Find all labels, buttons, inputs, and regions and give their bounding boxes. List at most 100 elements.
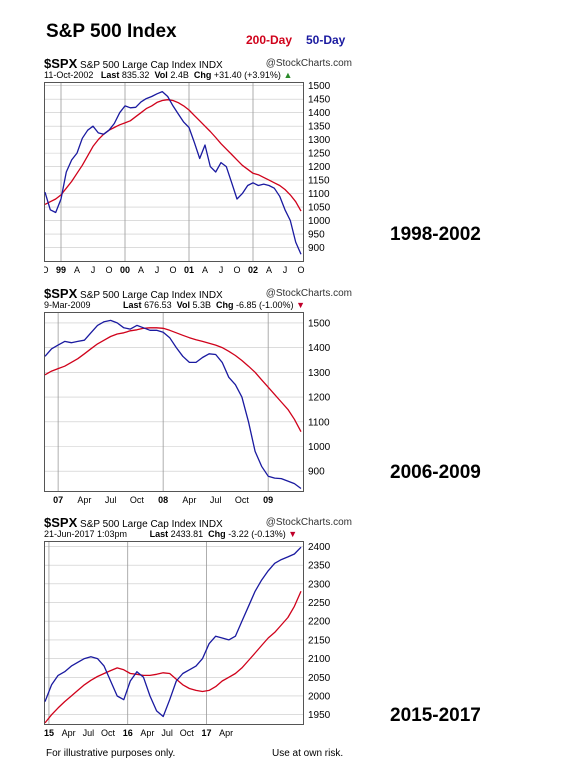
price-chart-1998-2002: 900 950 1000 1050 1100 1150 1200 1250 1300 1350 14…	[44, 82, 331, 275]
series-line-50-day	[44, 90, 302, 255]
plot-frame	[44, 82, 304, 262]
x-tick-label: J	[283, 265, 288, 275]
last-label: Last	[123, 300, 142, 310]
x-tick-label: J	[91, 265, 96, 275]
x-tick-label: Apr	[62, 728, 76, 738]
y-tick-label: 1150	[308, 176, 330, 187]
y-tick-label: 1250	[308, 149, 331, 160]
vol-label: Vol	[176, 300, 190, 310]
exchange: INDX	[198, 60, 223, 71]
chg-value: -6.85 (-1.00%)	[236, 300, 294, 310]
x-tick-label: 01	[184, 265, 194, 275]
x-tick-label: Apr	[219, 728, 233, 738]
y-tick-label: 2150	[308, 635, 331, 646]
y-tick-label: 1350	[308, 122, 331, 133]
x-tick-label: 17	[201, 728, 211, 738]
x-tick-label: O	[105, 265, 112, 275]
y-tick-label: 2200	[308, 617, 331, 628]
plot-frame	[44, 541, 304, 725]
series-line-200-day	[44, 99, 302, 212]
vol-value: 2.4B	[170, 70, 189, 80]
x-tick-label: Jul	[210, 495, 222, 505]
range-label-1998-2002: 1998-2002	[390, 224, 481, 245]
source-label: @StockCharts.com	[265, 58, 352, 69]
y-tick-label: 1200	[308, 162, 331, 173]
y-tick-label: 2100	[308, 654, 331, 665]
legend-200-day: 200-Day	[246, 33, 293, 47]
x-tick-label: Jul	[83, 728, 95, 738]
last-label: Last	[149, 529, 169, 539]
chg-label: Chg	[193, 70, 212, 80]
source-label: @StockCharts.com	[265, 288, 352, 299]
last-label: Last	[100, 70, 120, 80]
x-tick-label: O	[297, 265, 304, 275]
quote-date: 11-Oct-2002	[44, 70, 94, 80]
y-tick-label: 2000	[308, 691, 331, 702]
y-tick-label: 1200	[308, 393, 331, 404]
panel-header: $SPX S&P 500 Large Cap Index INDX @Stock…	[44, 56, 352, 71]
x-tick-label: Oct	[130, 495, 145, 505]
y-tick-label: 950	[308, 230, 325, 241]
index-name: S&P 500 Large Cap Index	[80, 290, 197, 301]
index-name: S&P 500 Large Cap Index	[80, 519, 197, 530]
x-tick-label: 07	[53, 495, 63, 505]
change-down-icon: ▼	[296, 300, 305, 310]
y-tick-label: 2050	[308, 673, 331, 684]
x-tick-label: Apr	[140, 728, 154, 738]
y-tick-label: 1300	[308, 135, 331, 146]
x-tick-label: 99	[56, 265, 66, 275]
y-tick-label: 1300	[308, 368, 331, 379]
chg-value: -3.22 (-0.13%)	[228, 529, 286, 539]
exchange: INDX	[198, 290, 223, 301]
x-tick-label: A	[138, 265, 144, 275]
change-up-icon: ▲	[283, 70, 293, 80]
y-tick-label: 2250	[308, 598, 331, 609]
price-chart-2015-2017: 1950 2000 2050 2100 2150 2200 2250 2300 2350 2400…	[44, 541, 331, 738]
x-tick-label: A	[74, 265, 80, 275]
chart-panel-2015-2017: $SPX S&P 500 Large Cap Index INDX @Stock…	[44, 515, 352, 741]
y-tick-label: 1500	[308, 82, 331, 92]
x-tick-label: O	[233, 265, 240, 275]
x-tick-label: A	[266, 265, 272, 275]
last-value: 835.32	[121, 70, 150, 80]
x-tick-label: 02	[248, 265, 258, 275]
x-tick-label: Apr	[182, 495, 196, 505]
quote-date: 9-Mar-2009	[44, 300, 91, 310]
y-tick-label: 1100	[308, 417, 330, 428]
footer-disclaimer: For illustrative purposes only.	[46, 748, 176, 759]
x-tick-label: Jul	[105, 495, 117, 505]
y-tick-label: 900	[308, 467, 325, 478]
index-name: S&P 500 Large Cap Index	[80, 60, 197, 71]
y-tick-label: 2350	[308, 561, 331, 572]
x-tick-label: Oct	[235, 495, 250, 505]
range-label-2006-2009: 2006-2009	[390, 462, 481, 483]
x-tick-label: J	[219, 265, 224, 275]
x-tick-label: Jul	[161, 728, 173, 738]
y-tick-label: 1000	[308, 442, 331, 453]
chg-label: Chg	[208, 529, 226, 539]
x-tick-label: Oct	[101, 728, 116, 738]
last-value: 2433.81	[170, 529, 204, 539]
legend-50-day: 50-Day	[306, 33, 346, 47]
panel-header: $SPX S&P 500 Large Cap Index INDX @Stock…	[44, 286, 352, 301]
y-tick-label: 900	[308, 243, 325, 254]
x-tick-label: 16	[123, 728, 133, 738]
exchange: INDX	[198, 519, 223, 530]
y-tick-label: 1500	[308, 318, 331, 329]
x-tick-label: O	[169, 265, 176, 275]
quote-date: 21-Jun-2017 1:03pm	[44, 529, 128, 539]
y-tick-label: 1100	[308, 189, 330, 200]
series-line-200-day	[44, 327, 302, 433]
y-tick-label: 1400	[308, 108, 331, 119]
x-tick-label: J	[155, 265, 160, 275]
x-tick-label: Apr	[77, 495, 91, 505]
x-tick-label: 15	[44, 728, 54, 738]
y-tick-label: 1000	[308, 216, 331, 227]
chg-label: Chg	[216, 300, 234, 310]
x-tick-label: 09	[263, 495, 273, 505]
panel-stats: 11-Oct-2002 Last 835.32 Vol 2.4B Chg +31…	[44, 70, 352, 82]
plot-frame	[44, 312, 304, 492]
y-tick-label: 2400	[308, 542, 331, 553]
y-tick-label: 1050	[308, 203, 331, 214]
chart-panel-1998-2002: $SPX S&P 500 Large Cap Index INDX @Stock…	[44, 56, 352, 278]
